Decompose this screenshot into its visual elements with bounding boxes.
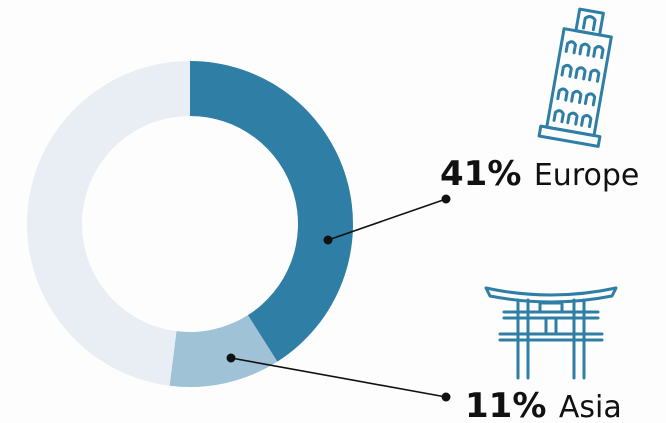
leaning-tower-icon xyxy=(537,7,613,148)
slice-europe xyxy=(190,61,353,362)
asia-label: 11% Asia xyxy=(465,386,622,423)
europe-label: 41% Europe xyxy=(440,154,639,194)
asia-percent: 11% xyxy=(465,386,546,423)
europe-percent: 41% xyxy=(440,154,521,194)
leader-line-asia xyxy=(226,353,451,402)
donut-slices xyxy=(26,61,353,387)
torii-gate-icon xyxy=(484,286,618,380)
slice-asia xyxy=(169,315,278,387)
leader-line-europe xyxy=(323,194,451,245)
slice-remainder xyxy=(26,61,191,386)
asia-region: Asia xyxy=(559,390,622,423)
europe-region: Europe xyxy=(534,158,640,193)
